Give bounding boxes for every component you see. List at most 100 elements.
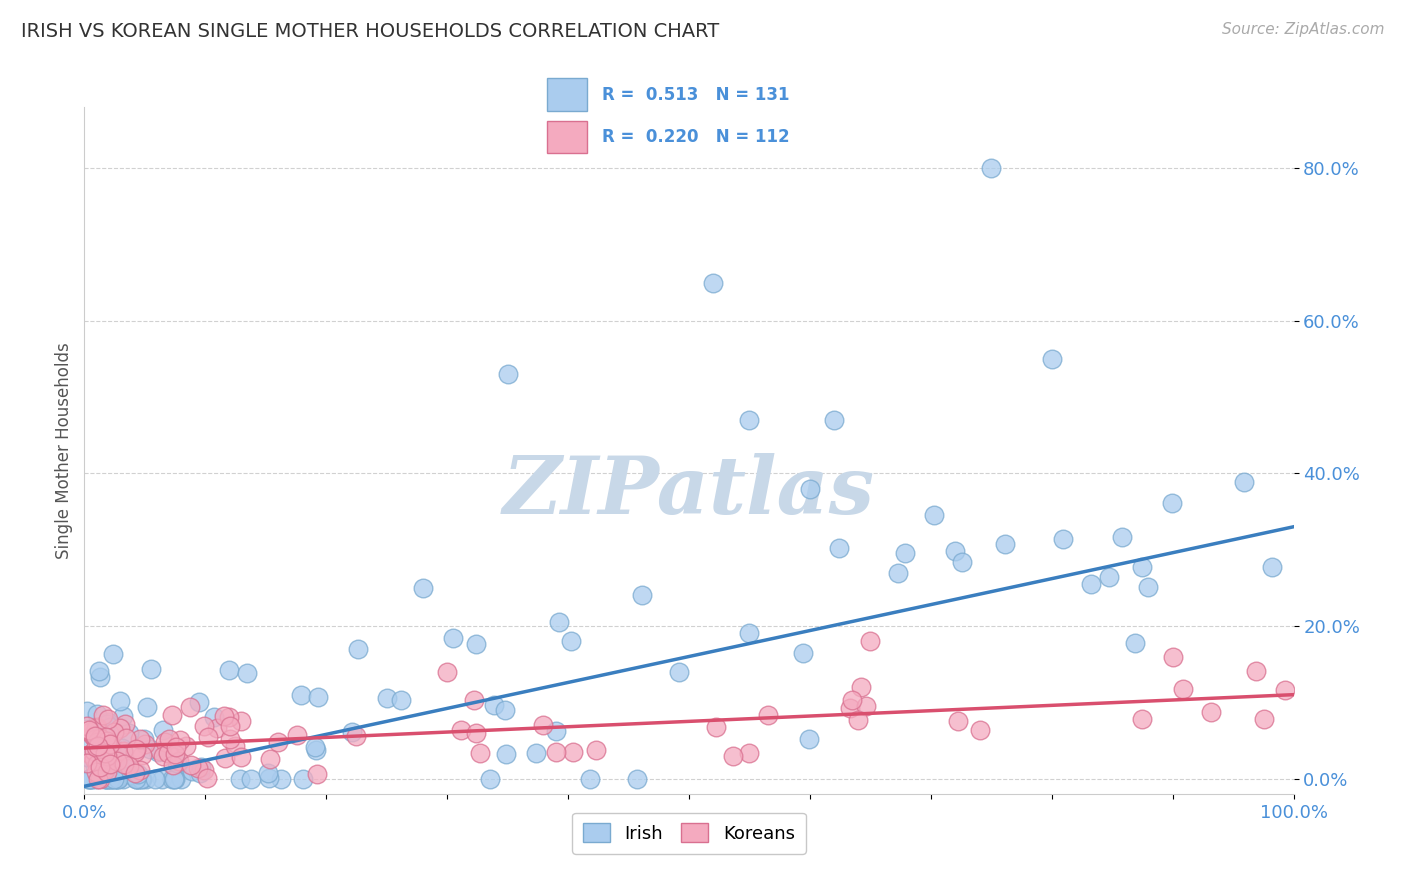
- Point: [82, 772, 104, 786]
- Point: [77, 731, 100, 746]
- Point: [103, 754, 125, 768]
- Point: [887, 566, 910, 581]
- Point: [86, 730, 108, 744]
- Point: [585, 742, 607, 756]
- Point: [894, 546, 917, 560]
- Point: [463, 693, 485, 707]
- Point: [756, 707, 779, 722]
- Point: [101, 752, 124, 766]
- Point: [104, 772, 127, 786]
- Point: [479, 772, 502, 786]
- Point: [76, 756, 98, 770]
- Point: [290, 688, 312, 702]
- Point: [77, 749, 100, 764]
- Point: [214, 751, 236, 765]
- Point: [969, 723, 991, 737]
- Point: [846, 713, 869, 727]
- Point: [1253, 712, 1275, 726]
- Point: [375, 690, 398, 705]
- Point: [389, 693, 412, 707]
- Point: [84, 739, 107, 754]
- Point: [124, 766, 146, 780]
- Point: [668, 665, 690, 680]
- Point: [212, 709, 235, 723]
- Point: [524, 746, 547, 760]
- Point: [96, 717, 118, 731]
- Point: [340, 725, 363, 739]
- Point: [304, 743, 326, 757]
- Point: [859, 634, 882, 648]
- Point: [96, 769, 118, 783]
- Point: [155, 735, 177, 749]
- Point: [127, 772, 149, 786]
- Point: [482, 698, 505, 712]
- Point: [165, 740, 187, 755]
- Point: [79, 772, 101, 786]
- Point: [89, 760, 111, 774]
- Point: [163, 772, 186, 786]
- Text: IRISH VS KOREAN SINGLE MOTHER HOUSEHOLDS CORRELATION CHART: IRISH VS KOREAN SINGLE MOTHER HOUSEHOLDS…: [21, 22, 720, 41]
- Point: [91, 768, 114, 782]
- Point: [152, 723, 174, 738]
- Point: [307, 690, 329, 705]
- Point: [1130, 712, 1153, 726]
- Point: [994, 537, 1017, 551]
- Point: [103, 772, 125, 786]
- Point: [94, 735, 117, 749]
- Point: [412, 581, 434, 595]
- Point: [131, 747, 153, 762]
- Point: [112, 757, 135, 772]
- Point: [267, 734, 290, 748]
- Point: [150, 772, 173, 786]
- Point: [305, 766, 328, 780]
- Point: [80, 772, 103, 786]
- Point: [494, 703, 516, 717]
- Y-axis label: Single Mother Households: Single Mother Households: [55, 343, 73, 558]
- Point: [94, 772, 117, 786]
- Point: [134, 737, 156, 751]
- Point: [187, 695, 209, 709]
- Point: [83, 751, 105, 765]
- Point: [170, 772, 193, 786]
- Point: [100, 772, 122, 786]
- Point: [138, 742, 160, 756]
- Point: [111, 709, 134, 723]
- Point: [1274, 683, 1296, 698]
- Point: [738, 413, 761, 427]
- Point: [76, 719, 98, 733]
- Point: [291, 772, 314, 786]
- Point: [103, 647, 125, 661]
- Point: [163, 747, 186, 761]
- Point: [160, 708, 183, 723]
- Point: [90, 726, 112, 740]
- Text: Source: ZipAtlas.com: Source: ZipAtlas.com: [1222, 22, 1385, 37]
- Point: [166, 756, 188, 770]
- Point: [240, 772, 263, 786]
- Point: [1137, 580, 1160, 594]
- Point: [114, 754, 136, 768]
- Point: [531, 718, 554, 732]
- Point: [218, 709, 240, 723]
- Point: [259, 752, 281, 766]
- Point: [304, 739, 326, 754]
- Point: [131, 772, 153, 786]
- Point: [1040, 351, 1063, 366]
- Point: [87, 739, 110, 754]
- Point: [120, 768, 142, 782]
- Point: [124, 745, 146, 759]
- Point: [89, 772, 111, 786]
- Point: [270, 772, 292, 786]
- Point: [285, 728, 308, 742]
- Point: [83, 731, 105, 746]
- Point: [96, 772, 118, 786]
- Legend: Irish, Koreans: Irish, Koreans: [572, 813, 806, 854]
- Point: [562, 745, 585, 759]
- Point: [190, 765, 212, 780]
- Point: [1171, 681, 1194, 696]
- Point: [80, 728, 103, 742]
- Point: [89, 731, 111, 745]
- Point: [103, 725, 125, 739]
- Point: [943, 544, 966, 558]
- Point: [108, 694, 131, 708]
- Point: [464, 637, 486, 651]
